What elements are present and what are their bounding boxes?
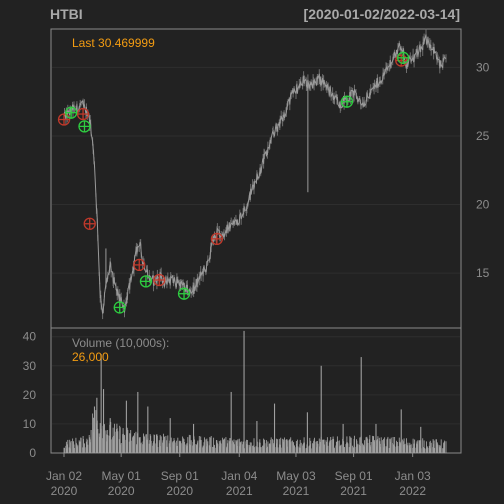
- sell-signal-marker: [395, 54, 408, 67]
- buy-signal-marker: [78, 120, 91, 133]
- volume-last-value: 26,000: [72, 350, 109, 364]
- x-tick-label-month: Jan 04: [221, 469, 257, 483]
- buy-signal-marker: [113, 301, 126, 314]
- buy-signal-marker: [340, 95, 354, 108]
- price-line: [63, 34, 447, 314]
- sell-signal-marker: [153, 273, 166, 287]
- price-tick-label: 25: [476, 129, 490, 143]
- x-tick-label-month: Sep 01: [161, 469, 199, 483]
- volume-tick-label: 0: [29, 446, 36, 460]
- sell-signal-marker: [133, 258, 146, 272]
- sell-signal-marker: [57, 113, 71, 126]
- x-tick-label-year: 2021: [283, 484, 310, 498]
- x-tick-label-month: Jan 02: [46, 469, 82, 483]
- price-tick-label: 20: [476, 198, 490, 212]
- price-tick-label: 15: [476, 266, 490, 280]
- x-tick-label-year: 2020: [166, 484, 193, 498]
- volume-axis: 0 10 20 30 40: [23, 330, 37, 460]
- x-tick-label-year: 2020: [108, 484, 135, 498]
- volume-tick-label: 20: [23, 388, 37, 402]
- volume-tick-label: 30: [23, 359, 37, 373]
- sell-signal-marker: [76, 107, 90, 121]
- price-tick-label: 30: [476, 60, 490, 74]
- buy-signal-marker: [396, 51, 410, 64]
- chart-title: HTBI: [50, 6, 83, 22]
- price-axis: 15 20 25 30: [476, 60, 490, 280]
- volume-bars: [63, 330, 447, 453]
- price-grid: [52, 66, 460, 274]
- volume-tick-label: 40: [23, 330, 37, 344]
- x-tick-label-year: 2021: [226, 484, 253, 498]
- date-range-label: [2020-01-02/2022-03-14]: [304, 6, 460, 22]
- x-tick-label-month: Jan 03: [395, 469, 431, 483]
- buy-signal-marker: [139, 275, 153, 288]
- volume-label: Volume (10,000s):: [72, 336, 169, 350]
- x-tick-label-year: 2022: [399, 484, 426, 498]
- x-tick-label-year: 2020: [51, 484, 78, 498]
- x-tick-label-year: 2021: [340, 484, 367, 498]
- x-tick-label-month: May 03: [276, 469, 316, 483]
- buy-signal-marker: [177, 287, 191, 300]
- buy-signal-marker: [64, 106, 78, 119]
- last-price-label: Last 30.469999: [72, 36, 155, 50]
- x-tick-label-month: Sep 01: [335, 469, 373, 483]
- sell-signal-marker: [83, 217, 96, 230]
- x-tick-label-month: May 01: [101, 469, 141, 483]
- volume-grid: [52, 336, 460, 425]
- sell-signal-marker: [210, 232, 224, 245]
- signal-markers: [57, 51, 410, 314]
- volume-tick-label: 10: [23, 417, 37, 431]
